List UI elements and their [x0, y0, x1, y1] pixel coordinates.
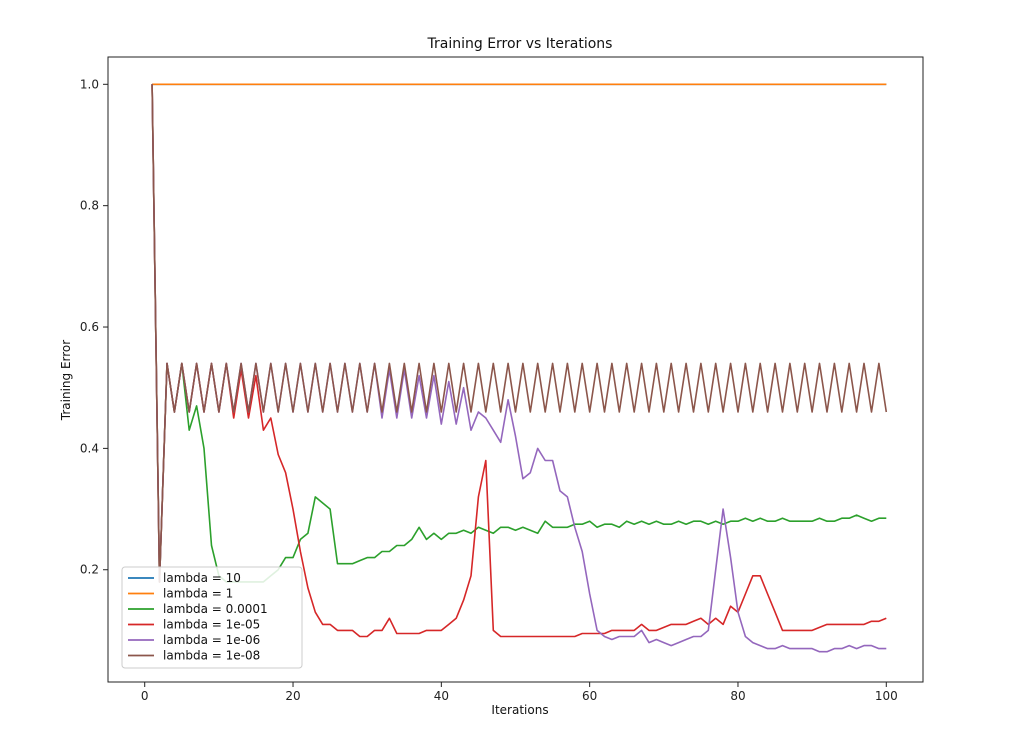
legend-box — [121, 566, 303, 669]
axes: 0 20 40 60 80 100 0.2 0.4 0.6 0.8 1.0 — [80, 56, 924, 703]
legend-label-5: lambda = 1e-08 — [163, 649, 260, 663]
x-tick-label: 0 — [141, 689, 149, 703]
plot-frame — [107, 56, 924, 683]
series-line-3 — [151, 84, 887, 638]
y-tick-label: 0.2 — [80, 563, 99, 577]
chart-title: Training Error vs Iterations — [427, 36, 613, 52]
series-line-2 — [151, 84, 887, 583]
legend-label-1: lambda = 1 — [163, 587, 233, 601]
y-tick-label: 0.8 — [80, 199, 99, 213]
x-tick-label: 60 — [582, 689, 597, 703]
x-tick-label: 20 — [285, 689, 300, 703]
x-tick-label: 80 — [730, 689, 745, 703]
y-axis-label: Training Error — [59, 340, 73, 421]
x-tick-label: 100 — [875, 689, 898, 703]
legend-label-2: lambda = 0.0001 — [163, 602, 268, 616]
y-tick-label: 1.0 — [80, 77, 99, 91]
series-line-5 — [151, 84, 888, 583]
y-tick-label: 0.4 — [80, 441, 99, 455]
legend-label-3: lambda = 1e-05 — [163, 618, 260, 632]
legend-label-0: lambda = 10 — [163, 571, 241, 585]
x-tick-label: 40 — [434, 689, 449, 703]
y-tick-label: 0.6 — [80, 320, 99, 334]
x-axis-label: Iterations — [491, 703, 548, 717]
legend-label-4: lambda = 1e-06 — [163, 633, 260, 647]
